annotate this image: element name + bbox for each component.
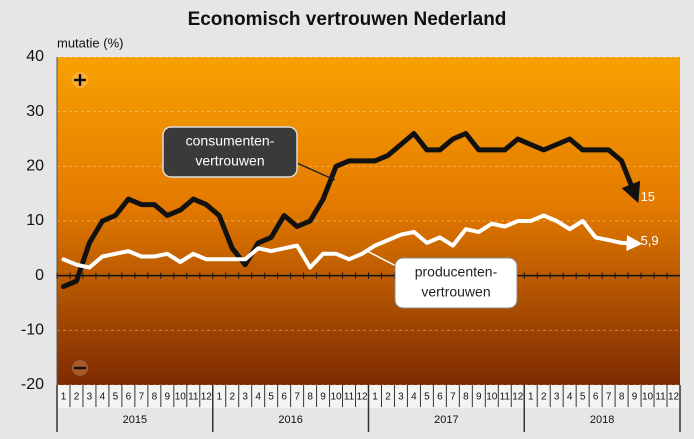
x-tick-label: 8	[463, 392, 469, 403]
x-tick-label: 12	[512, 392, 524, 403]
y-axis-label: mutatie (%)	[57, 35, 123, 50]
minus-icon	[72, 360, 88, 376]
x-tick-label: 8	[619, 392, 625, 403]
x-tick-label: 6	[126, 392, 132, 403]
y-tick-label: 40	[26, 48, 44, 65]
year-label: 2018	[590, 414, 614, 426]
x-tick-label: 1	[61, 392, 67, 403]
plus-icon	[72, 72, 88, 88]
year-label: 2016	[278, 414, 302, 426]
x-tick-label: 6	[281, 392, 287, 403]
consumer-callout: consumenten- vertrouwen	[162, 126, 336, 181]
x-tick-label: 6	[437, 392, 443, 403]
x-tick-label: 4	[567, 392, 573, 403]
x-tick-label: 1	[216, 392, 222, 403]
x-tick-label: 4	[255, 392, 261, 403]
y-tick-label: 0	[35, 267, 44, 284]
x-tick-label: 1	[528, 392, 534, 403]
x-tick-label: 11	[655, 392, 666, 403]
annotation: vertrouwen	[421, 284, 490, 300]
x-tick-label: 6	[593, 392, 599, 403]
y-tick-label: 20	[26, 158, 44, 175]
x-tick-label: 9	[632, 392, 638, 403]
x-tick-label: 10	[175, 392, 187, 403]
x-tick-label: 9	[165, 392, 171, 403]
x-tick-label: 5	[113, 392, 119, 403]
x-tick-label: 8	[307, 392, 313, 403]
x-tick-label: 3	[87, 392, 93, 403]
year-label: 2015	[123, 414, 147, 426]
x-tick-label: 8	[152, 392, 158, 403]
x-tick-label: 12	[668, 392, 680, 403]
x-tick-label: 3	[398, 392, 404, 403]
x-tick-label: 2	[74, 392, 80, 403]
y-tick-label: 10	[26, 212, 44, 229]
series-line	[61, 131, 641, 290]
x-tick-label: 7	[294, 392, 300, 403]
y-tick-label: -10	[21, 322, 44, 339]
x-tick-label: 11	[500, 392, 511, 403]
x-tick-label: 12	[201, 392, 213, 403]
x-tick-label: 2	[229, 392, 235, 403]
series-line	[61, 213, 643, 270]
x-tick-label: 3	[554, 392, 560, 403]
x-tick-label: 5	[580, 392, 586, 403]
x-tick-label: 9	[476, 392, 482, 403]
x-tick-label: 3	[242, 392, 248, 403]
x-tick-label: 5	[268, 392, 274, 403]
year-label: 2017	[434, 414, 458, 426]
plot-area	[57, 57, 680, 385]
y-tick-label: -20	[21, 376, 44, 393]
value-label: 5,9	[641, 233, 659, 248]
producer-callout: producenten- vertrouwen	[364, 249, 518, 309]
x-tick-label: 10	[330, 392, 342, 403]
annotation: vertrouwen	[195, 153, 264, 169]
x-tick-label: 1	[372, 392, 378, 403]
x-tick-label: 7	[450, 392, 456, 403]
x-tick-label: 5	[424, 392, 430, 403]
x-tick-label: 2	[541, 392, 547, 403]
x-tick-label: 4	[100, 392, 106, 403]
x-tick-label: 11	[188, 392, 199, 403]
x-tick-label: 12	[356, 392, 368, 403]
x-tick-label: 10	[486, 392, 498, 403]
x-tick-label: 7	[139, 392, 145, 403]
annotation: consumenten-	[186, 133, 275, 149]
x-tick-label: 10	[642, 392, 654, 403]
x-tick-label: 9	[320, 392, 326, 403]
y-tick-label: 30	[26, 103, 44, 120]
x-tick-label: 11	[344, 392, 355, 403]
x-tick-label: 7	[606, 392, 612, 403]
chart-title: Economisch vertrouwen Nederland	[188, 9, 507, 30]
x-tick-label: 4	[411, 392, 417, 403]
x-tick-label: 2	[385, 392, 391, 403]
annotation: producenten-	[415, 264, 498, 280]
value-label: 15	[641, 189, 655, 204]
